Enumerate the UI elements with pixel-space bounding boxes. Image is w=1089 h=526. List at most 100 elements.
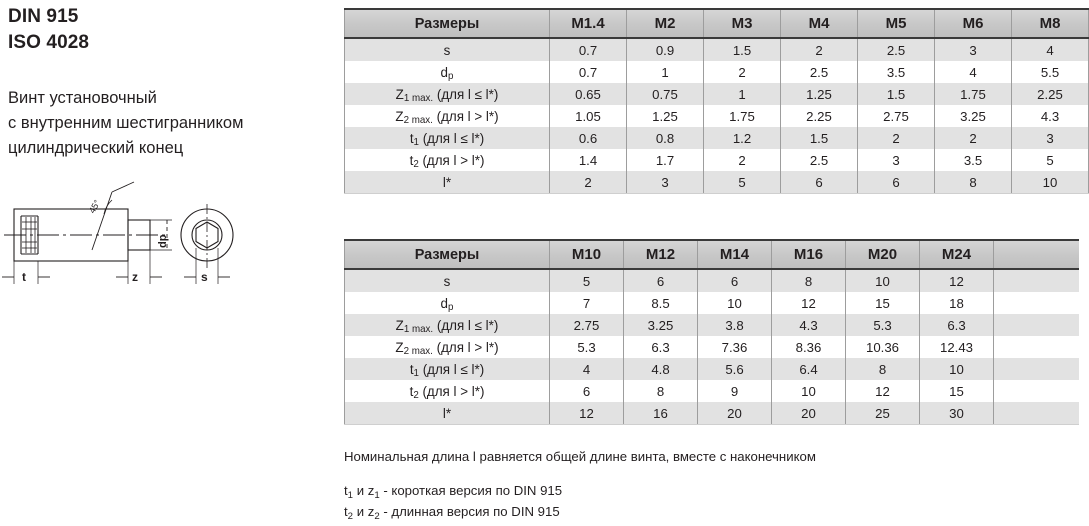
table-cell: 8 <box>934 171 1012 194</box>
table-cell: 3.5 <box>857 61 935 83</box>
table-cell: 4.3 <box>771 314 846 336</box>
table-cell: 8.5 <box>623 292 698 314</box>
table-cell: 3.5 <box>934 149 1012 171</box>
row-label: Z1 max. (для l ≤ l*) <box>344 83 550 105</box>
table-row: t1 (для l ≤ l*) 0.6 0.8 1.2 1.5 2 2 3 <box>344 127 1089 149</box>
table-cell: 4.3 <box>1011 105 1089 127</box>
column-header-dimensions: Размеры <box>344 8 550 39</box>
table-row: Z1 max. (для l ≤ l*) 2.75 3.25 3.8 4.3 5.3 6.3 <box>344 314 1079 336</box>
row-label: l* <box>344 402 550 425</box>
table-cell: 2.5 <box>857 38 935 61</box>
table-row: t1 (для l ≤ l*) 4 4.8 5.6 6.4 8 10 <box>344 358 1079 380</box>
column-header-m6: M6 <box>934 8 1012 39</box>
table-cell: 15 <box>919 380 994 402</box>
table-cell: 1 <box>703 83 781 105</box>
table-cell: 1.25 <box>780 83 858 105</box>
iso-standard-number: ISO 4028 <box>8 32 90 53</box>
table-cell: 10 <box>1011 171 1089 194</box>
row-label: t2 (для l > l*) <box>344 380 550 402</box>
table-cell: 1.5 <box>780 127 858 149</box>
table-cell: 3 <box>1011 127 1089 149</box>
table-cell: 12 <box>549 402 624 425</box>
row-label: dp <box>344 61 550 83</box>
table-cell: 7.36 <box>697 336 772 358</box>
table-row: dp 7 8.5 10 12 15 18 <box>344 292 1079 314</box>
footnote-long-text: - длинная версия по DIN 915 <box>379 504 560 519</box>
table-cell-empty <box>993 380 1079 402</box>
table-cell: 9 <box>697 380 772 402</box>
table-row: s 5 6 6 8 10 12 <box>344 269 1079 292</box>
dimension-label-z: z <box>132 270 138 284</box>
table-cell: 1 <box>626 61 704 83</box>
row-label: l* <box>344 171 550 194</box>
table-cell: 5 <box>1011 149 1089 171</box>
column-header-empty <box>993 239 1079 270</box>
row-label: t2 (для l > l*) <box>344 149 550 171</box>
table-row: s 0.7 0.9 1.5 2 2.5 3 4 <box>344 38 1089 61</box>
table-cell: 12 <box>919 269 994 292</box>
table-row: Z2 max. (для l > l*) 5.3 6.3 7.36 8.36 10.36 1… <box>344 336 1079 358</box>
table-cell: 0.75 <box>626 83 704 105</box>
footnote-short-t: t <box>344 483 348 498</box>
table-cell: 5 <box>549 269 624 292</box>
table-cell: 6 <box>780 171 858 194</box>
table-cell: 2 <box>780 38 858 61</box>
table-cell: 5.5 <box>1011 61 1089 83</box>
column-header-m10: M10 <box>549 239 624 270</box>
footnote-long-t: t <box>344 504 348 519</box>
column-header-m12: M12 <box>623 239 698 270</box>
table-cell: 6.3 <box>919 314 994 336</box>
dimension-label-s: s <box>201 270 208 284</box>
table-cell: 3.25 <box>623 314 698 336</box>
table-row: t2 (для l > l*) 1.4 1.7 2 2.5 3 3.5 5 <box>344 149 1089 171</box>
column-header-m8: M8 <box>1011 8 1089 39</box>
table-cell: 3.8 <box>697 314 772 336</box>
table-cell-empty <box>993 269 1079 292</box>
table-cell: 1.75 <box>934 83 1012 105</box>
table-cell: 6.3 <box>623 336 698 358</box>
table-cell: 7 <box>549 292 624 314</box>
table-cell: 2 <box>549 171 627 194</box>
table-cell: 10 <box>697 292 772 314</box>
description-line-3: цилиндрический конец <box>8 139 184 157</box>
table-cell: 1.05 <box>549 105 627 127</box>
table-cell: 5 <box>703 171 781 194</box>
column-header-m24: M24 <box>919 239 994 270</box>
description-line-1: Винт установочный <box>8 89 157 107</box>
dimension-label-dp: dp <box>157 234 169 248</box>
table-cell: 0.65 <box>549 83 627 105</box>
footnote-long-t-sub: 2 <box>347 510 354 522</box>
table-cell: 1.5 <box>857 83 935 105</box>
table-cell: 2.5 <box>780 61 858 83</box>
table-cell: 6 <box>549 380 624 402</box>
table-cell: 2.75 <box>549 314 624 336</box>
dimensions-table-large-sizes: Размеры M10 M12 M14 M16 M20 M24 s 5 6 6 8 10 1… <box>344 239 1079 425</box>
footnote-long-z-sub: 2 <box>374 510 380 522</box>
column-header-m5: M5 <box>857 8 935 39</box>
table-cell: 16 <box>623 402 698 425</box>
table-cell: 5.6 <box>697 358 772 380</box>
row-label: s <box>344 269 550 292</box>
row-label: Z2 max. (для l > l*) <box>344 105 550 127</box>
table-cell: 4.8 <box>623 358 698 380</box>
table-row: l* 2 3 5 6 6 8 10 <box>344 171 1089 194</box>
table-header-row: Размеры M1.4 M2 M3 M4 M5 M6 M8 <box>344 8 1089 39</box>
table-cell-empty <box>993 314 1079 336</box>
din-standard-number: DIN 915 <box>8 6 79 27</box>
row-label: t1 (для l ≤ l*) <box>344 127 550 149</box>
table-cell: 12 <box>771 292 846 314</box>
table-cell: 10.36 <box>845 336 920 358</box>
column-header-m14: M14 <box>697 239 772 270</box>
footnote-short-t-sub: 1 <box>347 489 354 501</box>
table-cell: 0.7 <box>549 38 627 61</box>
table-cell: 3 <box>934 38 1012 61</box>
table-cell: 3 <box>626 171 704 194</box>
table-cell: 0.8 <box>626 127 704 149</box>
table-cell-empty <box>993 292 1079 314</box>
table-cell: 2.5 <box>780 149 858 171</box>
column-header-dimensions: Размеры <box>344 239 550 270</box>
table-cell: 6 <box>623 269 698 292</box>
table-cell: 5.3 <box>845 314 920 336</box>
table-cell: 2 <box>857 127 935 149</box>
table-cell: 1.5 <box>703 38 781 61</box>
